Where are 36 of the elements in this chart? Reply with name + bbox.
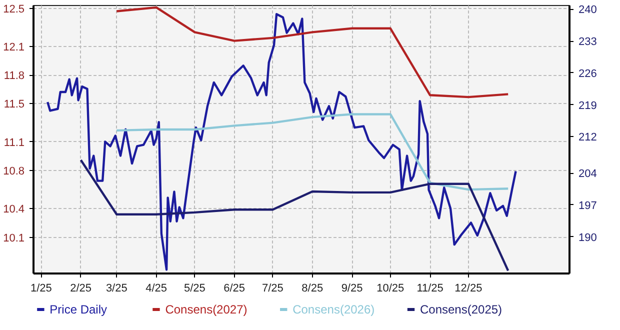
x-tick-label: 7/25 (262, 282, 284, 294)
y-tick-label: 10.1 (3, 232, 25, 244)
legend-label: Consens(2026) (292, 302, 375, 316)
x-tick-label: 8/25 (302, 282, 324, 294)
y-tick-label: 11.1 (4, 136, 24, 149)
y2-tick-label: 190 (578, 232, 597, 244)
line-series (116, 6, 510, 98)
y2-tick-label: 212 (578, 132, 597, 144)
y-tick-label: 12.5 (3, 3, 25, 16)
y-tick-label: 10.4 (3, 204, 25, 216)
y2-tick-label: 233 (578, 36, 597, 48)
y2-tick-label: 219 (578, 100, 597, 112)
x-tick-label: 4/25 (146, 282, 168, 294)
y-tick-label: 11.5 (4, 98, 24, 111)
x-tick-label: 11/25 (416, 282, 444, 294)
x-tick-label: 3/25 (106, 282, 128, 294)
line-series (116, 113, 510, 191)
line-series (46, 13, 517, 271)
x-tick-label: 9/25 (341, 282, 363, 294)
y-tick-label: 11.8 (4, 70, 24, 82)
y2-tick-label: 204 (578, 168, 597, 180)
legend-label: Consens(2025) (420, 302, 502, 316)
x-tick-label: 2/25 (70, 282, 92, 294)
y2-tick-label: 197 (578, 200, 597, 212)
y2-tick-label: 240 (578, 4, 597, 16)
x-tick-label: 1/25 (30, 282, 52, 294)
y-tick-label: 12.1 (3, 42, 25, 54)
legend-label: Consens(2027) (165, 302, 248, 316)
x-tick-label: 12/25 (454, 282, 482, 294)
line-series (80, 158, 510, 272)
legend-label: Price Daily (50, 302, 108, 316)
x-tick-label: 10/25 (376, 282, 404, 294)
y-tick-label: 10.8 (3, 165, 25, 178)
x-tick-label: 5/25 (184, 282, 206, 294)
x-tick-label: 6/25 (224, 282, 246, 294)
y2-tick-label: 226 (578, 68, 597, 80)
